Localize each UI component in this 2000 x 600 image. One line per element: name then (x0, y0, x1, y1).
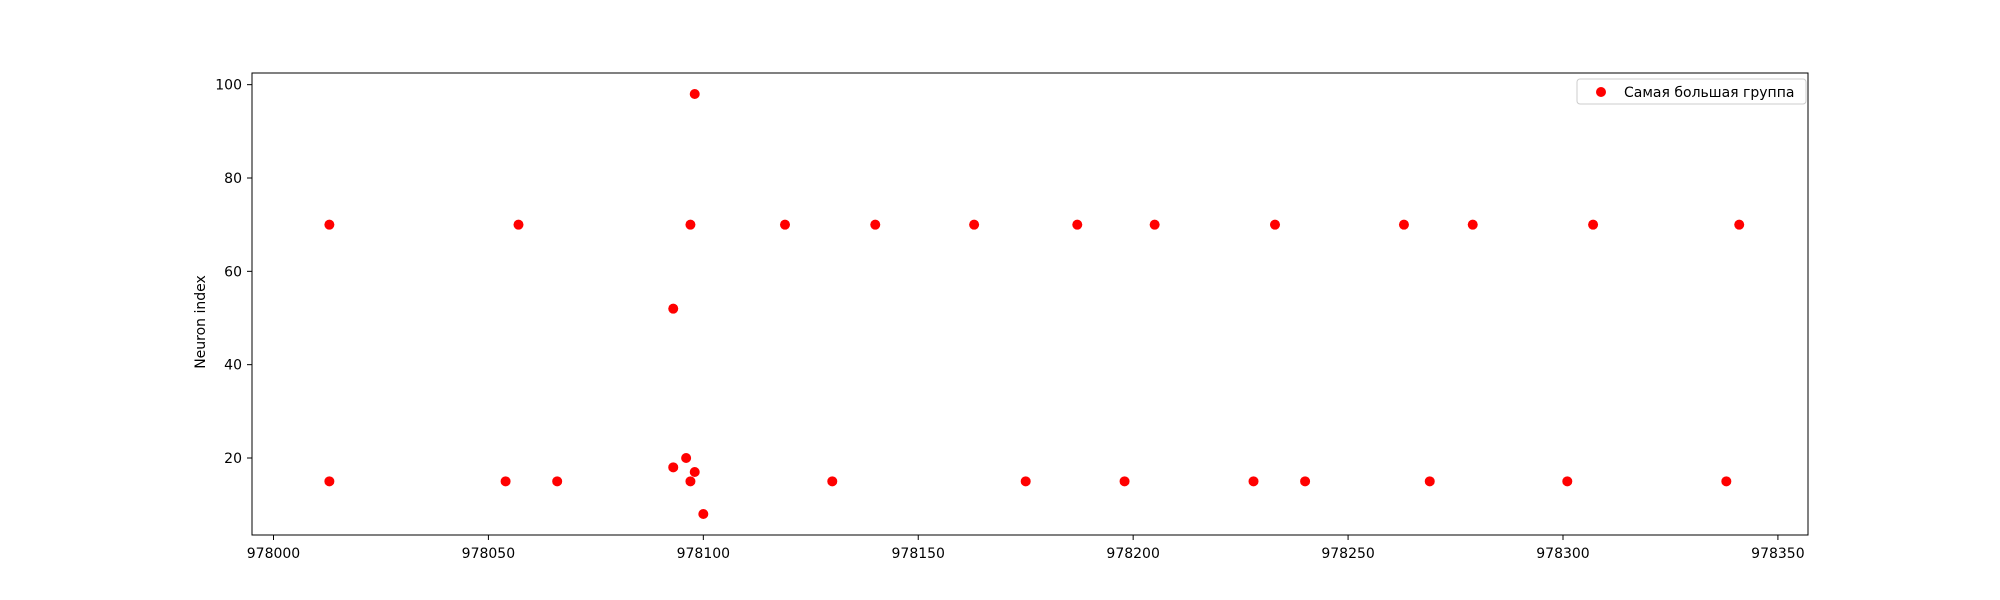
data-point (668, 462, 679, 473)
data-point (1119, 476, 1130, 487)
data-point (969, 219, 980, 230)
data-point (779, 219, 790, 230)
legend: Самая большая группа (1576, 78, 1807, 105)
data-point (1072, 219, 1083, 230)
y-tick-label: 60 (224, 264, 242, 280)
x-tick-label: 978050 (462, 546, 515, 562)
data-point (689, 89, 700, 99)
data-point (1467, 219, 1478, 230)
data-point (681, 453, 692, 463)
data-points (324, 89, 1745, 519)
data-point (1721, 476, 1732, 487)
data-point (1398, 219, 1409, 230)
x-tick-label: 978150 (892, 546, 945, 562)
y-tick-label: 20 (224, 451, 242, 467)
data-point (1562, 476, 1573, 487)
data-point (1020, 476, 1031, 487)
data-point (685, 219, 696, 230)
x-tick-label: 978100 (677, 546, 730, 562)
x-tick-label: 978350 (1751, 546, 1804, 562)
data-point (1734, 219, 1745, 230)
data-point (1588, 219, 1599, 230)
data-point (1248, 476, 1259, 487)
legend-box (1576, 78, 1807, 105)
data-point (324, 476, 335, 487)
plot-frame (251, 72, 1809, 536)
plot-area (251, 72, 1809, 536)
y-tick-label: 100 (215, 78, 242, 94)
legend-marker (1596, 87, 1606, 97)
y-axis: 20 40 60 80 100 (215, 78, 252, 467)
data-point (500, 476, 511, 487)
data-point (685, 476, 696, 487)
data-point (1149, 219, 1160, 230)
y-tick-label: 80 (224, 171, 242, 187)
data-point (324, 219, 335, 230)
y-tick-label: 40 (224, 358, 242, 374)
data-point (552, 476, 563, 487)
x-tick-label: 978000 (247, 546, 300, 562)
data-point (827, 476, 838, 487)
y-axis-label: Neuron index (193, 275, 209, 369)
x-tick-label: 978300 (1536, 546, 1589, 562)
data-point (1300, 476, 1311, 487)
x-tick-label: 978250 (1321, 546, 1374, 562)
legend-label: Самая большая группа (1624, 85, 1794, 101)
x-tick-label: 978200 (1106, 546, 1159, 562)
data-point (689, 467, 700, 477)
data-point (513, 219, 524, 230)
data-point (1424, 476, 1435, 487)
x-axis: 978000 978050 978100 978150 978200 978250 9783… (247, 535, 1805, 562)
data-point (870, 219, 881, 230)
data-point (668, 303, 679, 314)
data-point (698, 509, 709, 519)
data-point (1270, 219, 1281, 230)
